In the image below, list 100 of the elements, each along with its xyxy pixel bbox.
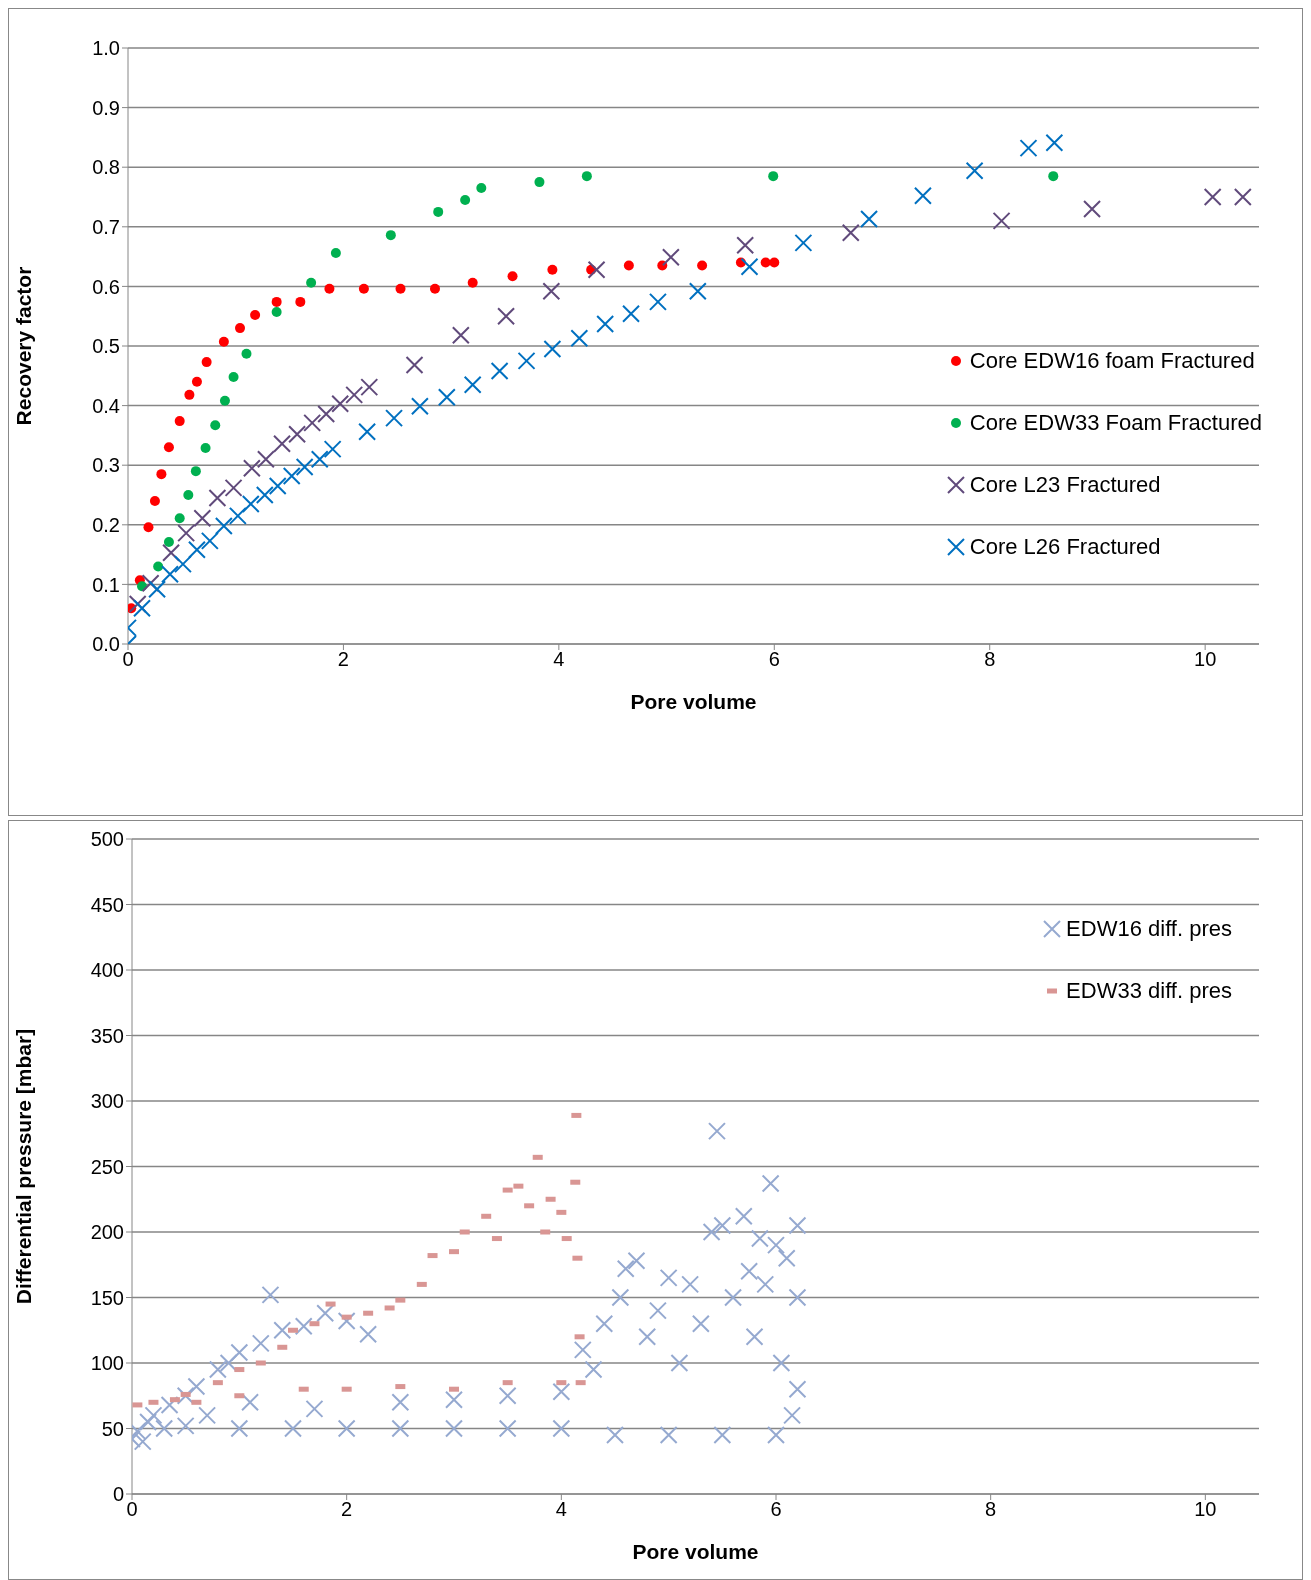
point: [162, 543, 181, 562]
point: [740, 257, 759, 276]
point: [547, 264, 558, 275]
y-tick-label: 500: [90, 828, 124, 851]
y-tick-label: 400: [90, 959, 124, 982]
x-tick-label: 2: [341, 1498, 353, 1521]
point: [210, 420, 221, 431]
point: [323, 440, 342, 459]
point: [173, 555, 192, 574]
legend-label: Core L26 Fractured: [969, 533, 1161, 560]
point: [303, 413, 322, 432]
legend-label: EDW16 diff. pres: [1066, 916, 1232, 942]
point: [405, 356, 424, 375]
y-tick-label: 0.4: [92, 394, 120, 417]
point: [317, 404, 336, 423]
y-tick-label: 300: [90, 1090, 124, 1113]
point: [476, 183, 487, 194]
y-tick-label: 1.0: [92, 37, 120, 60]
x-tick-label: 6: [770, 1498, 782, 1521]
point: [661, 248, 680, 267]
x-tick-label: 8: [985, 1498, 997, 1521]
x-tick-label: 8: [984, 648, 996, 671]
point: [517, 351, 536, 370]
point: [201, 357, 212, 368]
point: [228, 371, 239, 382]
y-tick-label: 0.8: [92, 156, 120, 179]
point: [255, 486, 274, 504]
point: [310, 450, 329, 469]
point: [1083, 199, 1102, 218]
point: [161, 565, 180, 584]
y-tick-label: 250: [90, 1155, 124, 1178]
point: [768, 171, 779, 182]
point: [497, 307, 516, 326]
x-tick-label: 4: [555, 1498, 567, 1521]
point: [358, 422, 377, 441]
y-tick-label: 0: [112, 1483, 124, 1506]
point: [163, 442, 174, 453]
point: [133, 599, 151, 618]
point: [1048, 171, 1059, 182]
point: [1019, 139, 1038, 158]
point: [148, 580, 167, 599]
point: [242, 459, 261, 478]
point: [268, 477, 287, 496]
point: [250, 310, 261, 321]
y-tick-label: 100: [90, 1352, 124, 1375]
point: [214, 516, 233, 535]
point: [174, 513, 185, 524]
point: [143, 522, 154, 533]
point: [153, 561, 164, 572]
point: [271, 296, 282, 307]
y-tick-label: 50: [101, 1417, 124, 1440]
point: [688, 282, 707, 301]
point: [433, 206, 444, 217]
point: [570, 329, 589, 348]
point: [736, 236, 755, 255]
point: [1233, 188, 1252, 206]
point: [288, 425, 307, 444]
point: [410, 397, 429, 416]
point: [241, 494, 260, 513]
point: [992, 211, 1011, 230]
legend-label: Core EDW16 foam Fractured: [969, 347, 1255, 374]
point: [256, 450, 275, 469]
point: [200, 442, 211, 453]
point: [841, 223, 860, 242]
point: [177, 524, 196, 543]
y-tick-label: 0.2: [92, 513, 120, 536]
point: [163, 537, 174, 548]
point: [187, 540, 206, 559]
point: [174, 416, 185, 427]
point: [623, 260, 634, 271]
y-axis-title: Differential pressure [mbar]: [12, 1028, 36, 1305]
point: [193, 509, 212, 528]
point: [697, 260, 708, 271]
point: [282, 466, 301, 485]
point: [463, 375, 482, 394]
x-tick-label: 2: [337, 648, 349, 671]
point: [358, 283, 369, 294]
point: [467, 277, 478, 288]
point: [913, 186, 932, 205]
point: [273, 434, 292, 453]
point: [235, 323, 246, 334]
point: [271, 307, 282, 318]
point: [218, 336, 229, 347]
point: [183, 490, 194, 500]
point: [596, 314, 615, 333]
y-tick-label: 0.3: [92, 454, 120, 477]
point: [794, 233, 813, 252]
point: [507, 271, 518, 282]
point: [965, 161, 984, 180]
x-tick-label: 6: [768, 648, 780, 671]
x-tick-label: 10: [1194, 1498, 1217, 1521]
point: [360, 378, 379, 397]
point: [460, 194, 471, 205]
y-tick-label: 150: [90, 1286, 124, 1309]
point: [648, 292, 667, 311]
point: [860, 210, 879, 229]
point: [385, 409, 404, 428]
y-tick-label: 0.6: [92, 275, 120, 298]
point: [587, 260, 606, 279]
point: [191, 376, 202, 387]
